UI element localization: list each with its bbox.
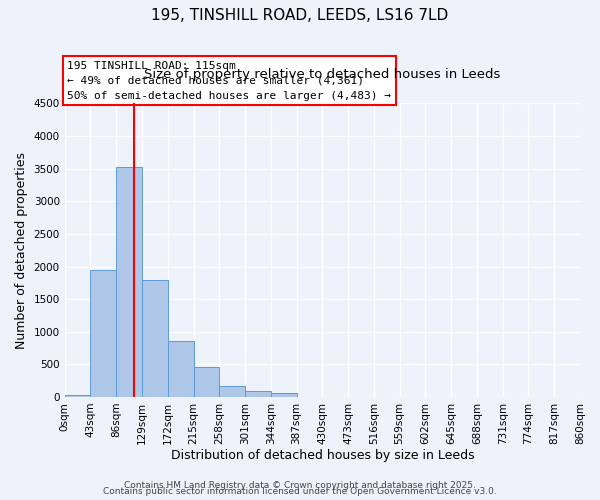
Title: Size of property relative to detached houses in Leeds: Size of property relative to detached ho…	[144, 68, 500, 82]
Y-axis label: Number of detached properties: Number of detached properties	[15, 152, 28, 348]
Text: Contains HM Land Registry data © Crown copyright and database right 2025.: Contains HM Land Registry data © Crown c…	[124, 481, 476, 490]
Bar	[245, 391, 271, 397]
Bar	[193, 367, 219, 397]
Bar	[91, 270, 116, 397]
Bar	[116, 168, 142, 397]
Text: Contains public sector information licensed under the Open Government Licence v3: Contains public sector information licen…	[103, 488, 497, 496]
Bar	[271, 394, 296, 397]
Text: 195, TINSHILL ROAD, LEEDS, LS16 7LD: 195, TINSHILL ROAD, LEEDS, LS16 7LD	[151, 8, 449, 22]
Bar	[65, 395, 91, 397]
X-axis label: Distribution of detached houses by size in Leeds: Distribution of detached houses by size …	[170, 450, 474, 462]
Bar	[168, 341, 193, 397]
Text: 195 TINSHILL ROAD: 115sqm
← 49% of detached houses are smaller (4,361)
50% of se: 195 TINSHILL ROAD: 115sqm ← 49% of detac…	[67, 61, 391, 100]
Bar	[142, 280, 168, 397]
Bar	[219, 386, 245, 397]
